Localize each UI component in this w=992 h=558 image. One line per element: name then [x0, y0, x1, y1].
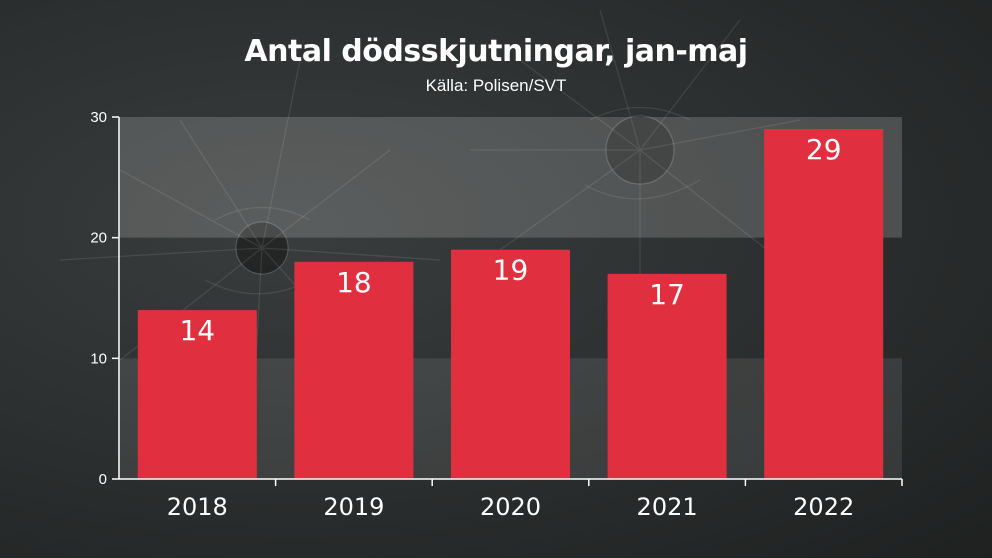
x-tick-label: 2022 — [793, 493, 854, 521]
axes — [118, 117, 902, 480]
data-label: 14 — [179, 314, 215, 347]
bar-2020 — [451, 249, 570, 479]
x-tick-label: 2020 — [480, 493, 541, 521]
chart-subtitle: Källa: Polisen/SVT — [425, 76, 567, 95]
y-tick-label: 10 — [90, 350, 107, 367]
data-labels: 14 18 19 17 29 — [179, 133, 841, 347]
bar-2019 — [294, 261, 414, 479]
data-label: 29 — [806, 133, 842, 166]
y-tick-label: 30 — [90, 109, 107, 126]
y-tick-label: 0 — [99, 471, 107, 488]
bar-2021 — [607, 273, 727, 479]
bar-2022 — [764, 129, 884, 480]
x-tick-label: 2018 — [167, 493, 228, 521]
y-tick-label: 20 — [90, 230, 107, 247]
chart-title: Antal dödsskjutningar, jan-maj — [244, 34, 748, 69]
data-label: 18 — [336, 266, 372, 299]
data-label: 19 — [493, 254, 529, 287]
y-ticks: 0 10 20 30 — [90, 109, 119, 488]
data-label: 17 — [649, 278, 685, 311]
x-ticks: 2018 2019 2020 2021 2022 — [167, 479, 903, 521]
x-tick-label: 2021 — [637, 493, 698, 521]
bar-2018 — [137, 310, 257, 479]
glass-crack-right — [470, 9, 801, 300]
bars — [137, 129, 884, 480]
x-tick-label: 2019 — [323, 493, 384, 521]
